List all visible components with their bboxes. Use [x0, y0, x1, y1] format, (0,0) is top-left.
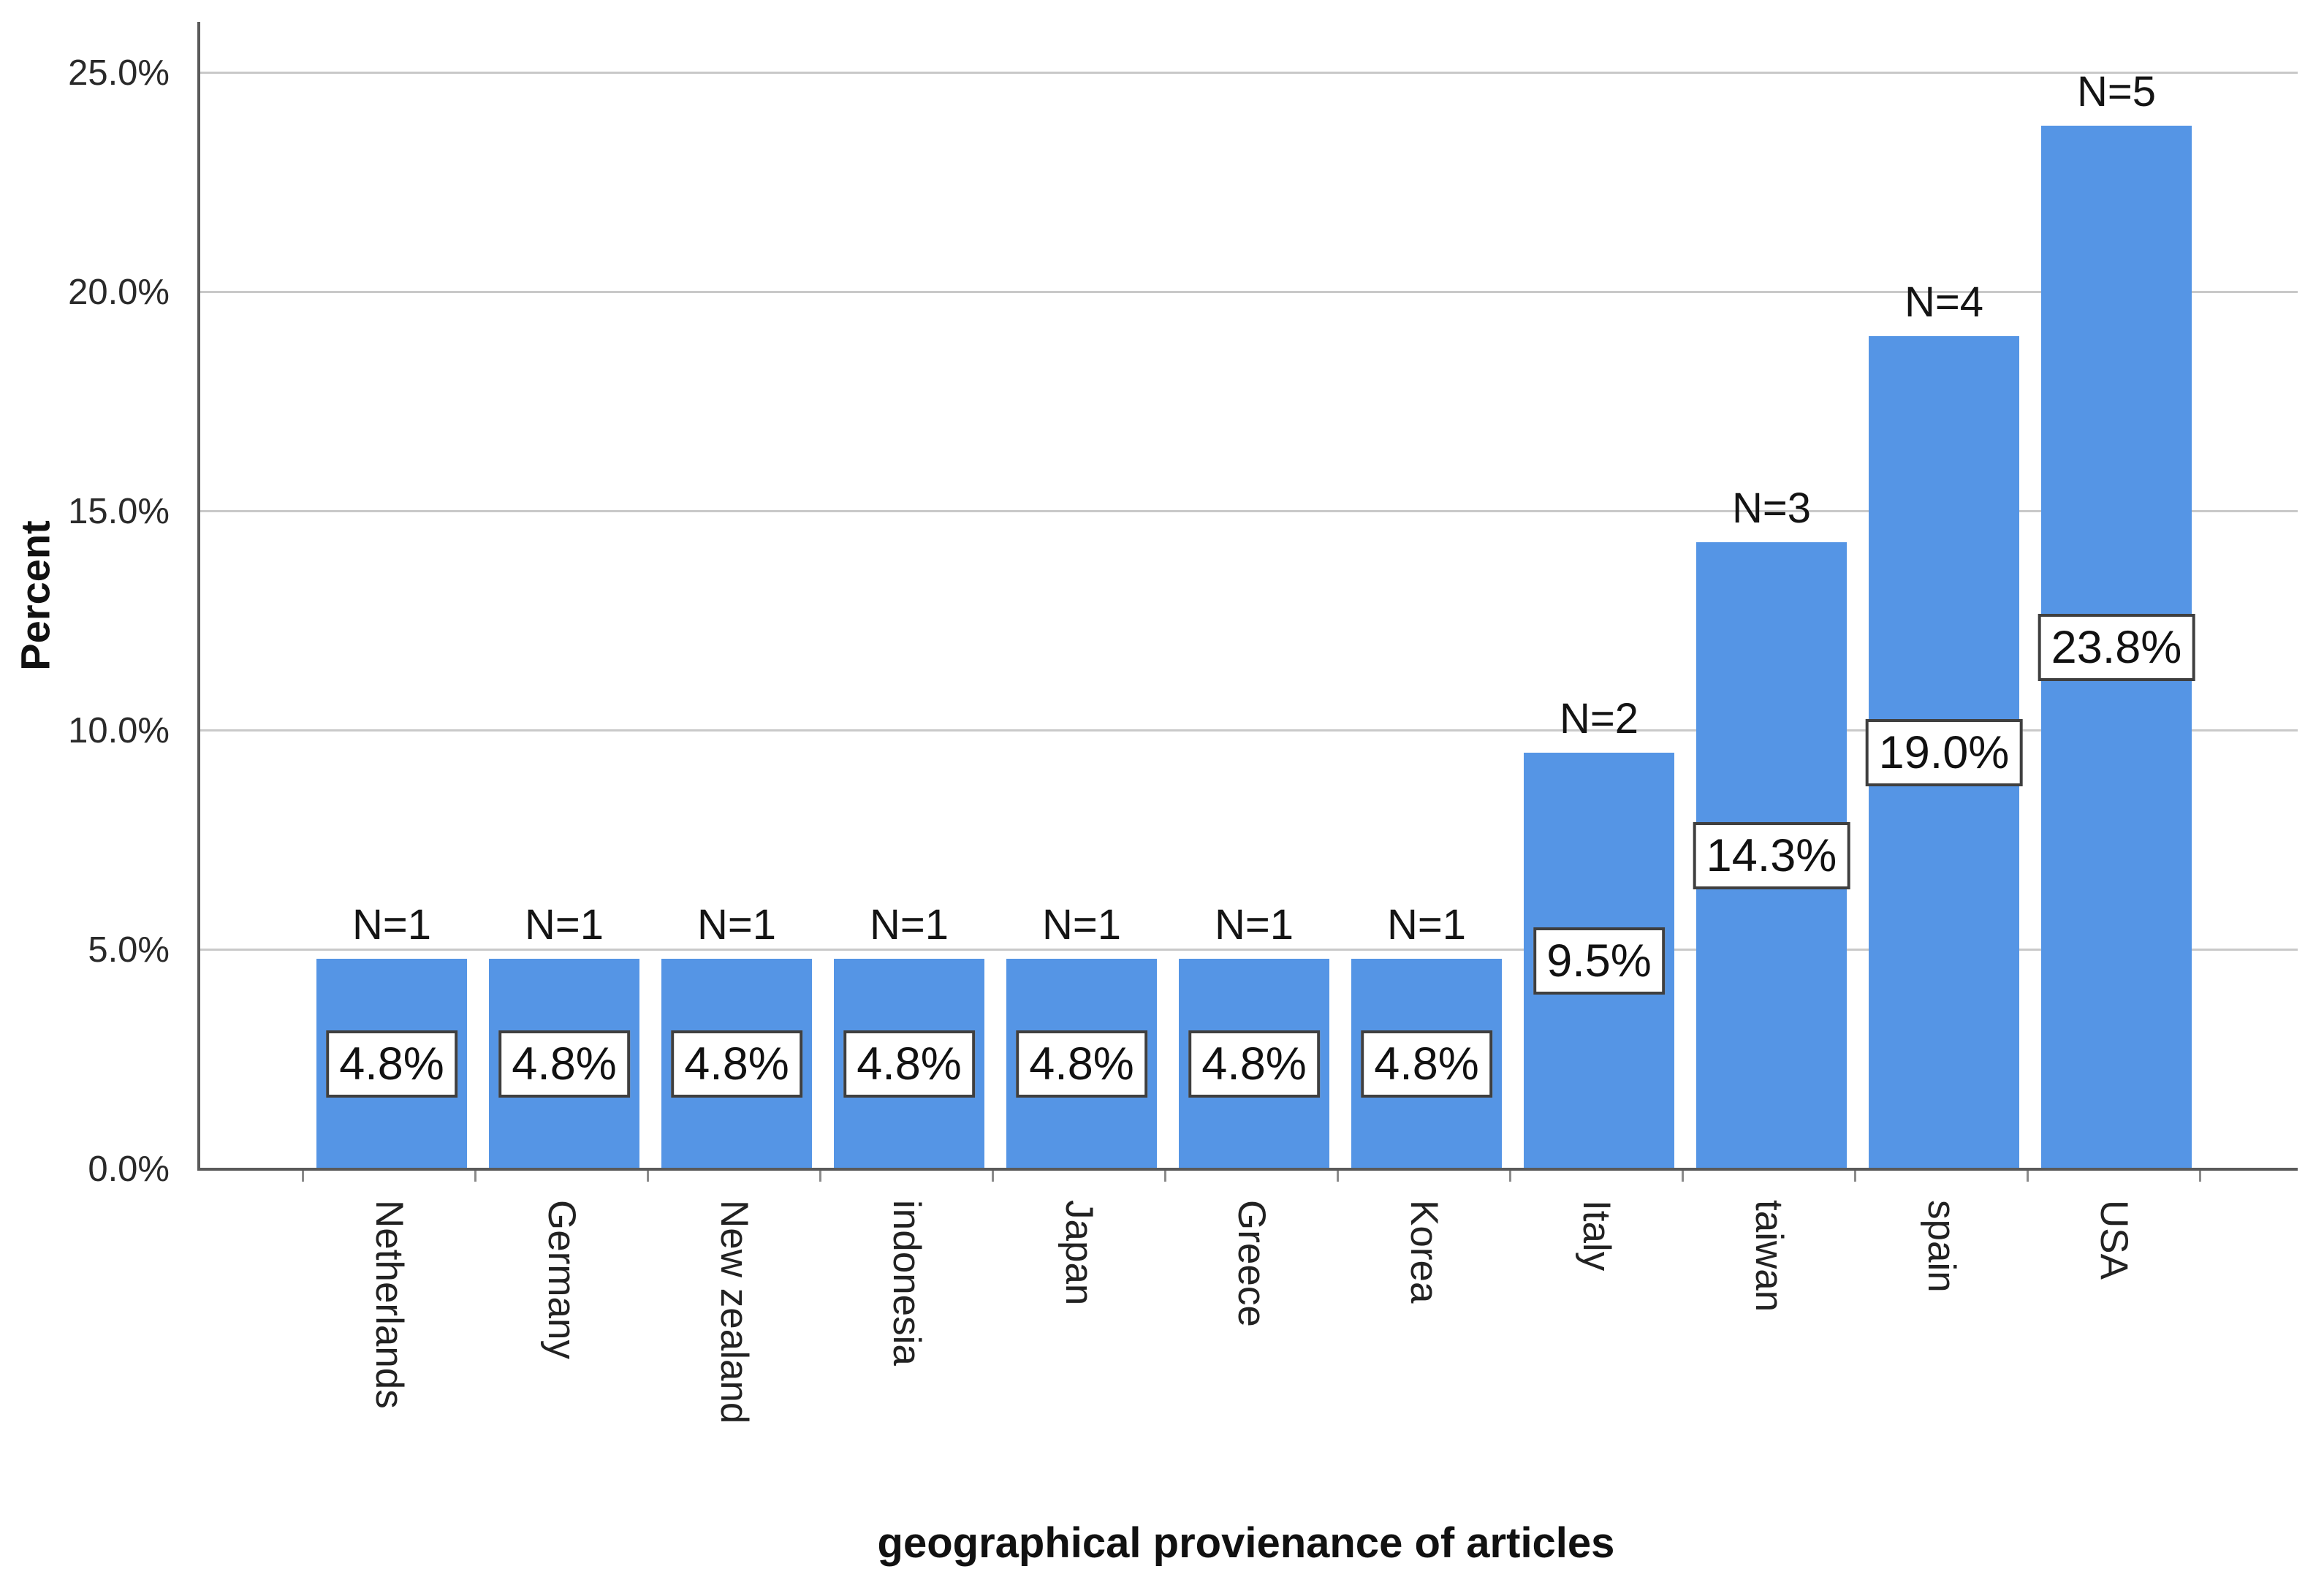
gridline [200, 72, 2298, 74]
x-axis-tick [1164, 1171, 1166, 1182]
gridline [200, 510, 2298, 512]
y-axis-tick-label: 20.0% [68, 273, 170, 312]
bar-value-label: 9.5% [1533, 927, 1665, 995]
bar-value-label: 4.8% [1016, 1030, 1147, 1098]
x-axis-tick [2199, 1171, 2201, 1182]
bar-count-label: N=2 [1559, 695, 1639, 742]
x-axis-tick [2027, 1171, 2029, 1182]
x-axis-tick [1854, 1171, 1856, 1182]
x-axis-line [197, 1168, 2298, 1171]
x-axis-category-label: taiwan [1747, 1200, 1791, 1312]
bar-value-label: 19.0% [1865, 719, 2023, 786]
y-axis-tick-label: 10.0% [68, 711, 170, 750]
y-axis-tick-labels: 0.0% 5.0% 10.0% 15.0% 20.0% 25.0% [0, 0, 170, 1596]
bar-value-label: 4.8% [843, 1030, 975, 1098]
gridline [200, 291, 2298, 293]
x-axis-tick [1509, 1171, 1511, 1182]
bar-value-label: 23.8% [2038, 614, 2195, 681]
x-axis-tick [1337, 1171, 1339, 1182]
bar-value-label: 4.8% [1361, 1030, 1492, 1098]
x-axis-tick [1682, 1171, 1684, 1182]
bar-value-label: 4.8% [326, 1030, 457, 1098]
plot-area: N=1 4.8% N=1 4.8% N=1 4.8% N=1 4.8% N=1 4.8% N=1 4.… [197, 22, 2298, 1169]
bar-count-label: N=1 [696, 901, 777, 949]
bar-count-label: N=1 [352, 901, 432, 949]
y-axis-tick-label: 0.0% [88, 1150, 170, 1189]
x-axis-tick [474, 1171, 476, 1182]
y-axis-tick-label: 5.0% [88, 930, 170, 970]
x-axis-category-label: Japan [1057, 1200, 1101, 1306]
x-axis-category-label: Germany [540, 1200, 583, 1359]
x-axis-category-label: New zealand [713, 1200, 756, 1424]
bar-count-label: N=1 [1041, 901, 1122, 949]
bar-count-label: N=1 [1214, 901, 1294, 949]
x-axis-category-label: USA [2092, 1200, 2135, 1280]
x-axis-category-label: spain [1920, 1200, 1963, 1293]
bar-value-label: 14.3% [1693, 822, 1850, 889]
x-axis-title: geographical provienance of articles [877, 1519, 1615, 1567]
x-axis-category-label: Greece [1230, 1200, 1273, 1327]
x-axis-category-label: Korea [1402, 1200, 1446, 1304]
y-axis-tick-label: 25.0% [68, 53, 170, 93]
bar-count-label: N=4 [1904, 278, 1984, 326]
x-axis-ticks [197, 1171, 2295, 1185]
x-axis-tick [992, 1171, 994, 1182]
bar-count-label: N=1 [869, 901, 949, 949]
x-axis-category-label: indonesia [885, 1200, 928, 1366]
x-axis-tick [302, 1171, 304, 1182]
x-axis-category-label: Netherlands [368, 1200, 411, 1409]
gridline [200, 949, 2298, 951]
bar-value-label: 4.8% [498, 1030, 630, 1098]
x-axis-tick [647, 1171, 649, 1182]
x-axis-category-label: Italy [1575, 1200, 1618, 1272]
bar-value-label: 4.8% [671, 1030, 802, 1098]
bar-value-label: 4.8% [1188, 1030, 1320, 1098]
bar-count-label: N=1 [1386, 901, 1467, 949]
x-axis-tick [819, 1171, 821, 1182]
bar-count-label: N=5 [2076, 68, 2157, 115]
bar-count-label: N=3 [1731, 484, 1812, 532]
bar-count-label: N=1 [524, 901, 604, 949]
y-axis-tick-label: 15.0% [68, 492, 170, 531]
x-axis-category-labels: Netherlands Germany New zealand indonesia Ja… [197, 1200, 2295, 1507]
gridline [200, 729, 2298, 732]
